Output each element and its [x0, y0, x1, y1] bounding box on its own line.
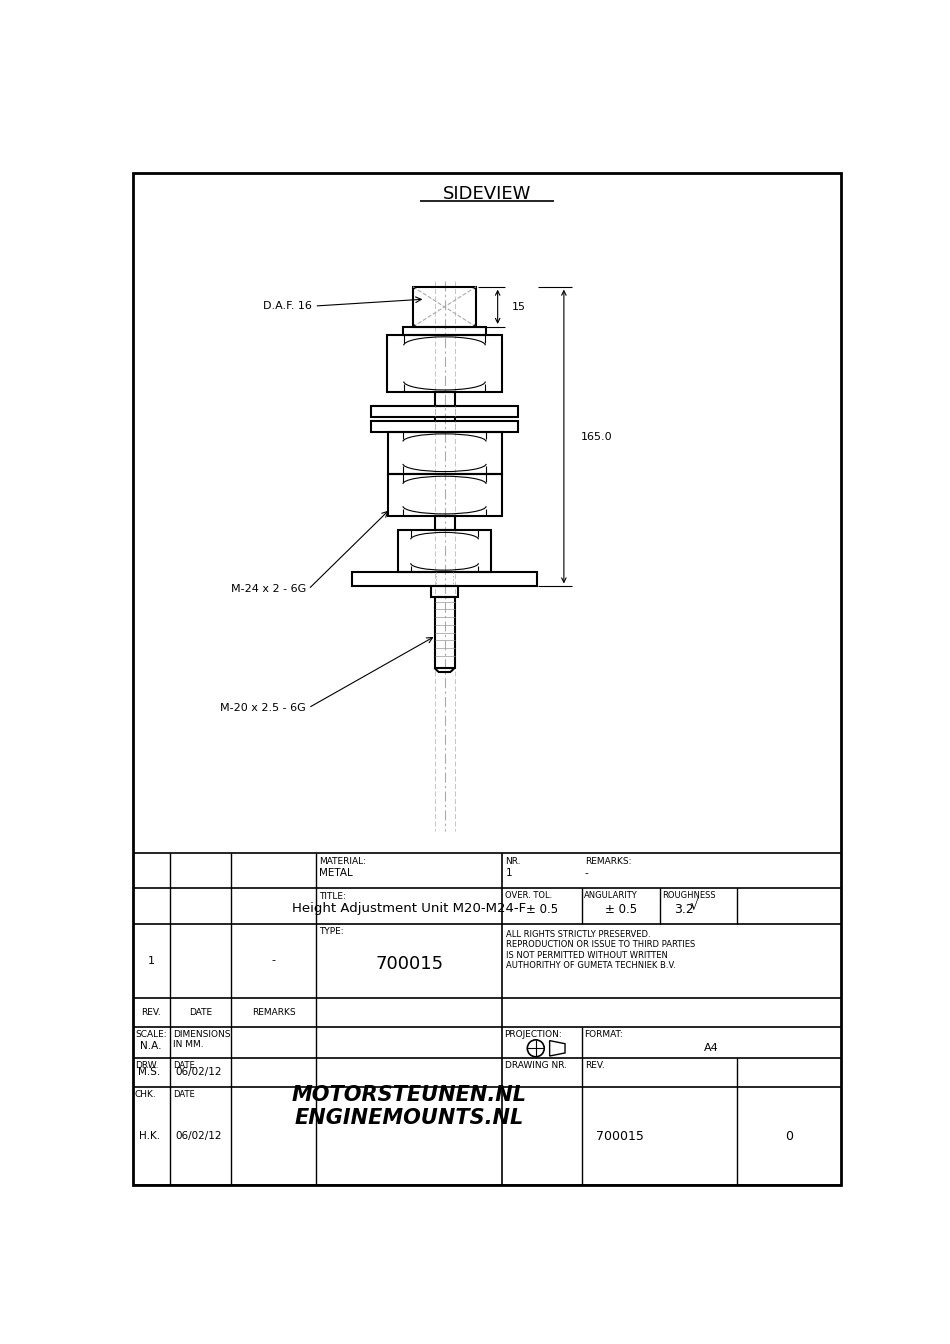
Text: PROJECTION:: PROJECTION:: [504, 1030, 562, 1039]
Text: REV.: REV.: [142, 1008, 162, 1016]
Text: FORMAT:: FORMAT:: [584, 1030, 622, 1039]
Text: DATE: DATE: [173, 1060, 195, 1070]
Text: Height Adjustment Unit M20-M24-F: Height Adjustment Unit M20-M24-F: [292, 902, 526, 915]
Text: 700015: 700015: [375, 956, 443, 973]
Text: DRAWING NR.: DRAWING NR.: [505, 1060, 567, 1070]
Text: A4: A4: [704, 1043, 719, 1054]
Text: CHK.: CHK.: [135, 1090, 157, 1099]
Text: METAL: METAL: [319, 868, 352, 878]
Bar: [403, 327, 486, 335]
Bar: [352, 573, 537, 586]
Text: DIMENSIONS
IN MM.: DIMENSIONS IN MM.: [173, 1030, 230, 1050]
Bar: [388, 431, 502, 474]
Text: M-20 x 2.5 - 6G: M-20 x 2.5 - 6G: [220, 703, 306, 712]
Text: REMARKS:: REMARKS:: [584, 857, 631, 867]
Text: MOTORSTEUNEN.NL: MOTORSTEUNEN.NL: [292, 1086, 526, 1105]
Bar: [388, 474, 502, 516]
Text: ± 0.5: ± 0.5: [526, 903, 558, 917]
Text: 165.0: 165.0: [580, 431, 613, 442]
Text: ANGULARITY: ANGULARITY: [584, 891, 637, 900]
Text: TYPE:: TYPE:: [319, 927, 344, 937]
Text: 06/02/12: 06/02/12: [176, 1132, 222, 1141]
Text: ENGINEMOUNTS.NL: ENGINEMOUNTS.NL: [294, 1109, 523, 1129]
Bar: [434, 516, 454, 530]
Bar: [371, 421, 518, 431]
Bar: [387, 335, 503, 392]
Text: M-24 x 2 - 6G: M-24 x 2 - 6G: [231, 585, 306, 594]
Text: M.S.: M.S.: [139, 1067, 161, 1077]
Text: 06/02/12: 06/02/12: [176, 1067, 222, 1077]
Text: -: -: [272, 956, 276, 965]
Text: REMARKS: REMARKS: [252, 1008, 295, 1016]
Text: DATE: DATE: [189, 1008, 212, 1016]
Bar: [434, 597, 454, 668]
Text: 700015: 700015: [596, 1129, 644, 1142]
Text: REV.: REV.: [584, 1060, 604, 1070]
Text: ROUGHNESS: ROUGHNESS: [662, 891, 716, 900]
Text: 1: 1: [505, 868, 512, 878]
Text: NR.: NR.: [505, 857, 521, 867]
Bar: [430, 586, 459, 597]
Text: 0: 0: [785, 1129, 793, 1142]
Text: SCALE:: SCALE:: [135, 1030, 166, 1039]
Bar: [434, 392, 454, 406]
Text: ALL RIGHTS STRICTLY PRESERVED.
REPRODUCTION OR ISSUE TO THIRD PARTIES
IS NOT PER: ALL RIGHTS STRICTLY PRESERVED. REPRODUCT…: [506, 930, 695, 970]
Text: 1: 1: [147, 956, 155, 965]
Text: SIDEVIEW: SIDEVIEW: [443, 184, 531, 203]
Text: 3.2: 3.2: [674, 903, 694, 917]
Text: D.A.F. 16: D.A.F. 16: [263, 301, 313, 310]
Text: ± 0.5: ± 0.5: [605, 903, 636, 917]
Text: MATERIAL:: MATERIAL:: [319, 857, 366, 867]
Text: -: -: [584, 868, 588, 878]
Text: DATE: DATE: [173, 1090, 195, 1099]
Text: DRW.: DRW.: [135, 1060, 159, 1070]
Text: TITLE:: TITLE:: [319, 892, 346, 900]
Text: N.A.: N.A.: [141, 1042, 162, 1051]
Bar: [371, 406, 518, 417]
Text: OVER. TOL.: OVER. TOL.: [504, 891, 552, 900]
Bar: [397, 530, 491, 573]
Bar: [413, 286, 476, 327]
Text: 15: 15: [511, 302, 525, 312]
Text: H.K.: H.K.: [139, 1132, 161, 1141]
Text: √: √: [690, 899, 698, 913]
